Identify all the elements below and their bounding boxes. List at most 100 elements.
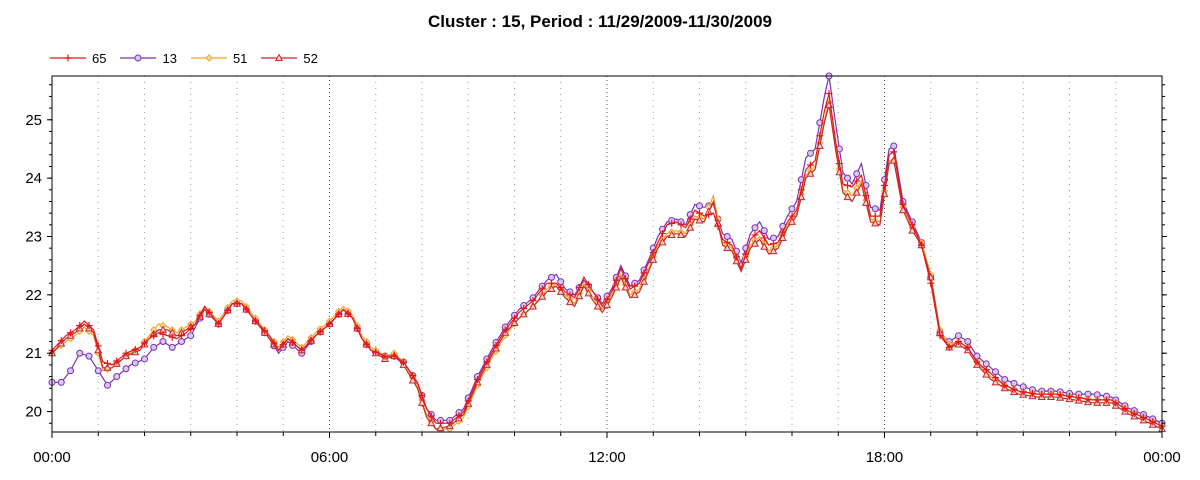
- data-point: [992, 368, 999, 376]
- data-point: [649, 255, 658, 263]
- data-point: [131, 359, 139, 367]
- data-point: [67, 367, 74, 375]
- data-point: [233, 300, 241, 308]
- data-point: [927, 279, 935, 287]
- data-point: [168, 333, 176, 341]
- data-point: [1112, 399, 1120, 407]
- data-point: [807, 149, 814, 157]
- data-point: [270, 339, 278, 347]
- data-point: [908, 221, 916, 229]
- data-point: [862, 192, 870, 200]
- data-point: [649, 249, 657, 257]
- data-point: [908, 226, 917, 234]
- legend-label: 51: [232, 50, 248, 66]
- data-point: [122, 349, 130, 357]
- data-point: [695, 215, 704, 224]
- data-point: [778, 233, 787, 241]
- data-point: [1075, 394, 1083, 402]
- data-point: [770, 240, 777, 248]
- data-point: [594, 295, 602, 303]
- data-point: [964, 338, 972, 346]
- data-point: [381, 352, 389, 360]
- legend-label: 13: [162, 50, 177, 66]
- y-tick-label: 20: [25, 404, 42, 421]
- data-point: [196, 311, 204, 319]
- data-point: [622, 275, 629, 283]
- data-point: [751, 224, 759, 232]
- data-point: [390, 352, 398, 360]
- data-point: [686, 223, 695, 231]
- data-point: [1084, 395, 1092, 403]
- data-point: [584, 288, 593, 297]
- data-point: [150, 332, 158, 340]
- data-point: [667, 230, 676, 239]
- data-point: [1001, 375, 1009, 383]
- data-point: [631, 282, 639, 290]
- data-point: [1103, 396, 1110, 404]
- data-point: [548, 273, 555, 281]
- data-point: [779, 228, 787, 236]
- data-point: [104, 381, 111, 389]
- data-point: [733, 253, 740, 261]
- data-point: [982, 370, 991, 378]
- data-point: [224, 306, 232, 314]
- data-point: [991, 377, 1000, 386]
- data-point: [141, 355, 148, 363]
- data-point: [215, 320, 222, 328]
- data-point: [528, 301, 538, 310]
- data-point: [316, 328, 324, 336]
- data-point: [1038, 390, 1046, 398]
- y-tick-label: 22: [25, 287, 42, 304]
- data-point: [955, 332, 962, 340]
- legend-label: 65: [92, 50, 107, 66]
- data-point: [686, 215, 694, 223]
- legend: 65 13 51 52: [50, 48, 332, 68]
- data-point: [187, 324, 195, 332]
- data-point: [788, 205, 796, 213]
- data-point: [760, 242, 769, 250]
- data-point: [113, 373, 121, 381]
- data-point: [427, 418, 436, 427]
- data-point: [760, 227, 768, 235]
- data-point: [816, 132, 824, 140]
- data-point: [973, 358, 981, 366]
- data-point: [770, 234, 777, 242]
- data-point: [548, 279, 555, 287]
- data-point: [936, 332, 944, 340]
- axes: 20 21 22 23 24 25 00:00 06:00 12:00 18:00 00:00: [25, 75, 1181, 466]
- data-point: [159, 330, 167, 338]
- data-point: [945, 343, 953, 351]
- data-point: [538, 285, 546, 293]
- series-markers: [48, 90, 1166, 430]
- data-point: [418, 392, 426, 400]
- data-point: [168, 343, 176, 351]
- data-point: [890, 142, 898, 150]
- data-point: [676, 230, 686, 239]
- x-tick-label: 06:00: [311, 449, 349, 466]
- data-point: [1029, 389, 1036, 397]
- data-point: [585, 281, 592, 289]
- legend-item-13: 13: [120, 50, 177, 66]
- data-point: [455, 411, 463, 419]
- data-point: [298, 346, 306, 354]
- y-tick-label: 21: [25, 345, 42, 362]
- data-point: [85, 352, 93, 360]
- data-point: [787, 217, 797, 225]
- data-point: [400, 358, 407, 366]
- data-point: [408, 375, 417, 384]
- data-point: [178, 338, 185, 346]
- data-point: [104, 359, 111, 367]
- legend-item-51: 51: [190, 50, 248, 66]
- data-point: [1047, 390, 1055, 398]
- data-point: [918, 241, 925, 249]
- data-point: [474, 375, 481, 383]
- data-point: [529, 297, 537, 305]
- data-point: [141, 339, 148, 347]
- data-point: [575, 284, 583, 292]
- data-point: [556, 287, 565, 295]
- legend-swatch: [190, 54, 227, 62]
- data-point: [464, 397, 472, 405]
- data-point: [565, 297, 575, 306]
- data-point: [853, 177, 861, 185]
